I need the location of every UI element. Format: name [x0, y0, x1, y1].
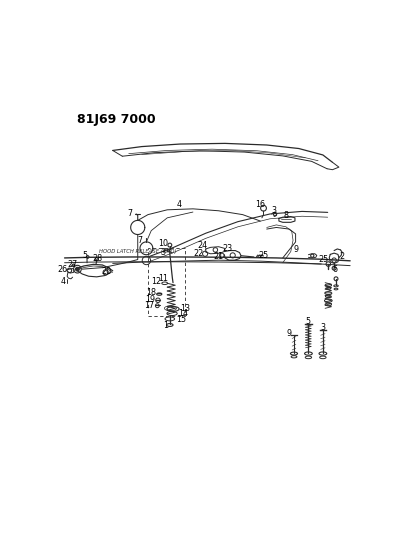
- Text: 21: 21: [213, 252, 223, 261]
- Text: 4: 4: [60, 278, 65, 287]
- Text: 25: 25: [258, 251, 268, 260]
- Text: 9: 9: [286, 329, 291, 338]
- Text: 12: 12: [151, 278, 161, 287]
- Text: 24: 24: [197, 241, 207, 250]
- Text: 1: 1: [163, 321, 168, 330]
- Text: 7: 7: [128, 209, 133, 219]
- Bar: [148, 248, 185, 316]
- Text: 4: 4: [176, 200, 181, 209]
- Text: 9: 9: [293, 245, 298, 254]
- Text: 19: 19: [145, 295, 154, 304]
- Text: 16: 16: [255, 200, 265, 209]
- Text: 14: 14: [178, 309, 188, 318]
- Circle shape: [75, 267, 79, 271]
- Text: 25: 25: [318, 255, 328, 264]
- Text: 7: 7: [137, 236, 142, 245]
- Text: 2: 2: [339, 252, 344, 261]
- Text: 17: 17: [144, 301, 154, 310]
- Text: 27: 27: [67, 260, 78, 269]
- Text: 23: 23: [222, 244, 232, 253]
- Ellipse shape: [324, 292, 331, 295]
- Text: 13: 13: [180, 304, 190, 313]
- Text: 22: 22: [193, 249, 203, 258]
- Text: 8: 8: [283, 211, 288, 220]
- Text: 15: 15: [176, 316, 186, 325]
- Text: 18: 18: [146, 288, 156, 297]
- Text: 3: 3: [320, 323, 325, 332]
- Text: 5: 5: [82, 251, 87, 260]
- Text: 26: 26: [57, 265, 68, 273]
- Text: 3: 3: [271, 206, 275, 215]
- Text: HOOD LATCH RELEASE (RHD): HOOD LATCH RELEASE (RHD): [99, 249, 176, 254]
- Text: 5: 5: [304, 317, 309, 326]
- Text: 3: 3: [161, 248, 166, 257]
- Text: 81J69 7000: 81J69 7000: [77, 114, 156, 126]
- Text: 20: 20: [102, 267, 112, 276]
- Text: 10: 10: [158, 239, 168, 248]
- Text: 28: 28: [93, 254, 102, 263]
- Text: 6: 6: [332, 265, 337, 274]
- Text: 11: 11: [158, 273, 168, 282]
